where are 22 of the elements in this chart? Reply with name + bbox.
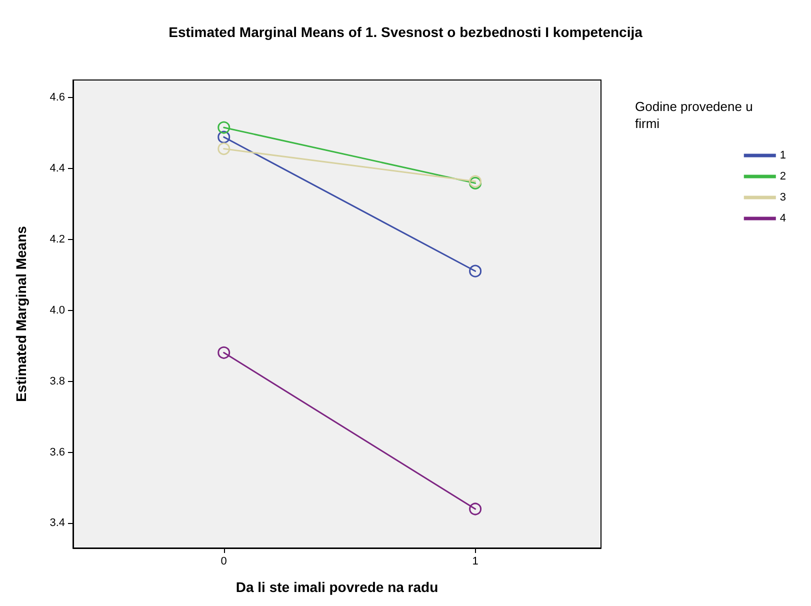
y-tick-label: 3.4 <box>50 517 65 530</box>
y-tick-label: 3.6 <box>50 446 65 458</box>
point <box>469 264 482 278</box>
y-tick-label: 3.8 <box>50 375 65 388</box>
legend-label: 1 <box>780 150 786 162</box>
legend-label: 4 <box>780 212 786 224</box>
point <box>218 142 230 156</box>
y-axis-title: Estimated Marginal Means <box>13 226 29 402</box>
point <box>218 130 230 144</box>
point <box>218 346 230 359</box>
x-axis-title: Da li ste imali povrede na radu <box>236 579 438 595</box>
y-tick-label: 4.6 <box>50 92 65 104</box>
point <box>469 502 482 516</box>
y-tick-label: 4.4 <box>50 162 65 175</box>
legend-label: 2 <box>780 170 786 182</box>
legend-label: 3 <box>780 192 786 204</box>
legend-title: Godine provedene u firmi <box>635 99 756 131</box>
y-tick-label: 4.2 <box>50 234 65 246</box>
point <box>218 121 230 134</box>
y-tick-label: 4.0 <box>50 304 65 316</box>
x-tick-label: 0 <box>220 556 227 568</box>
chart-title: Estimated Marginal Means of 1. Svesnost o bezbednosti I kompetencija <box>168 24 643 40</box>
